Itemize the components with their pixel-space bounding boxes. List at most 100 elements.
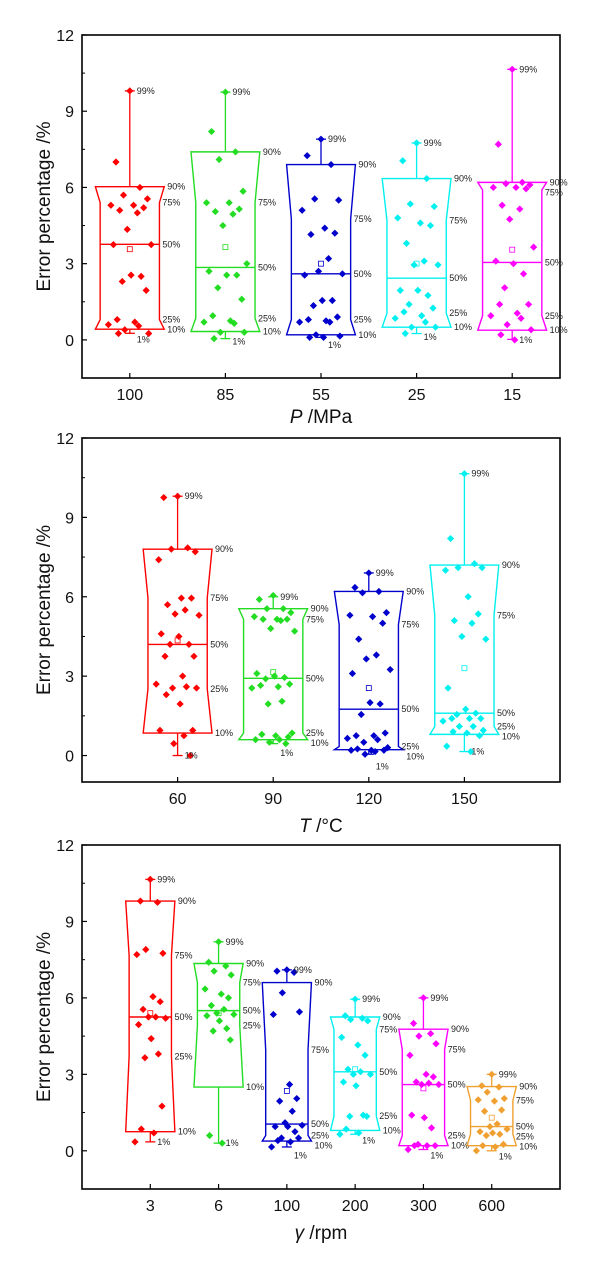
box-25: 99% 90% 75% 50% 25% 10% 1% <box>381 138 472 342</box>
data-point <box>168 684 177 692</box>
data-point <box>277 616 285 625</box>
box-body <box>329 1016 381 1132</box>
percentile-label: 75% <box>516 1096 534 1106</box>
data-point <box>333 313 341 321</box>
percentile-label: 90% <box>358 160 376 170</box>
y-tick-label: 0 <box>65 333 74 350</box>
mean-marker <box>488 1114 495 1121</box>
data-point <box>177 594 185 602</box>
data-point <box>342 1125 350 1133</box>
percentile-label: 50% <box>174 1012 192 1022</box>
data-point <box>526 181 534 189</box>
mean-marker <box>222 244 229 251</box>
data-point <box>238 295 246 303</box>
data-point <box>214 284 222 292</box>
data-point <box>414 286 422 294</box>
percentile-label: 75% <box>162 198 180 208</box>
percentile-label: 1% <box>328 340 341 350</box>
percentile-label: 1% <box>226 1138 239 1148</box>
data-point <box>518 178 526 186</box>
data-point <box>298 1121 306 1129</box>
data-point <box>418 312 426 320</box>
data-point <box>386 665 394 674</box>
percentile-label: 99% <box>185 491 203 501</box>
data-point <box>202 199 211 207</box>
percentile-label: 75% <box>379 1024 397 1034</box>
data-point <box>186 751 194 760</box>
percentile-label: 90% <box>550 177 568 187</box>
data-point <box>488 1070 496 1078</box>
data-point <box>358 589 367 597</box>
data-point <box>287 609 295 617</box>
percentile-label: 25% <box>311 1130 329 1140</box>
percentile-label: 75% <box>401 620 419 630</box>
data-point <box>470 560 479 568</box>
data-point <box>259 615 267 623</box>
percentile-label: 90% <box>311 604 329 614</box>
data-point <box>161 1014 170 1022</box>
y-tick-label: 12 <box>56 431 74 448</box>
data-point <box>322 317 330 325</box>
x-tick-label: 90 <box>264 791 282 808</box>
data-point <box>435 1080 443 1089</box>
y-tick-label: 3 <box>65 669 74 686</box>
data-point <box>347 746 355 754</box>
percentile-label: 75% <box>497 610 515 620</box>
box-55: 99% 90% 75% 50% 25% 10% 1% <box>285 134 376 350</box>
percentile-label: 50% <box>258 262 276 272</box>
box-300: 99% 90% 75% 50% 25%10% 1% <box>397 993 469 1161</box>
data-point <box>295 318 304 326</box>
data-point <box>189 726 197 734</box>
box-200: 99%90% 75% 50% 25% 10% 1% <box>329 994 401 1145</box>
y-tick-label: 12 <box>56 838 74 855</box>
data-point <box>314 267 323 275</box>
data-point <box>253 669 261 678</box>
box-body <box>189 151 261 333</box>
data-point <box>239 187 247 195</box>
data-point <box>502 180 510 188</box>
percentile-label: 75% <box>258 198 276 208</box>
data-point <box>444 684 452 692</box>
data-point <box>218 1139 226 1147</box>
percentile-label: 90% <box>215 544 233 554</box>
data-point <box>344 1065 352 1073</box>
data-point <box>450 616 458 625</box>
data-point <box>351 995 359 1003</box>
data-point <box>458 632 466 641</box>
data-point <box>338 270 347 278</box>
data-point <box>139 1005 147 1013</box>
data-point <box>307 230 315 239</box>
data-point <box>167 545 175 553</box>
data-point <box>144 1013 153 1021</box>
data-point <box>522 185 530 193</box>
plot-frame <box>81 437 561 783</box>
data-point <box>516 205 524 213</box>
data-point <box>496 300 504 308</box>
data-point <box>432 1040 440 1048</box>
data-point <box>448 714 456 723</box>
percentile-label: 1% <box>362 1135 375 1145</box>
data-point <box>230 319 238 327</box>
percentile-label: 99% <box>157 874 175 884</box>
percentile-label: 90% <box>314 978 332 988</box>
data-point <box>384 744 392 752</box>
data-point <box>226 1036 234 1044</box>
mean-marker <box>509 246 516 253</box>
data-point <box>207 127 216 136</box>
data-point <box>118 277 126 286</box>
percentile-label: 50% <box>545 257 563 267</box>
data-point <box>294 1134 303 1142</box>
percentile-label: 90% <box>451 1024 469 1034</box>
percentile-label: 99% <box>232 87 250 97</box>
percentile-label: 90% <box>263 147 281 157</box>
percentile-label: 1% <box>499 1152 512 1162</box>
x-tick-label: 120 <box>355 791 382 808</box>
data-point <box>163 601 172 609</box>
x-tick-label: 300 <box>410 1198 437 1215</box>
box-body <box>124 900 176 1133</box>
data-point <box>285 680 294 688</box>
data-point <box>355 1129 363 1137</box>
data-point <box>142 286 150 294</box>
x-tick-label: 15 <box>503 387 521 404</box>
